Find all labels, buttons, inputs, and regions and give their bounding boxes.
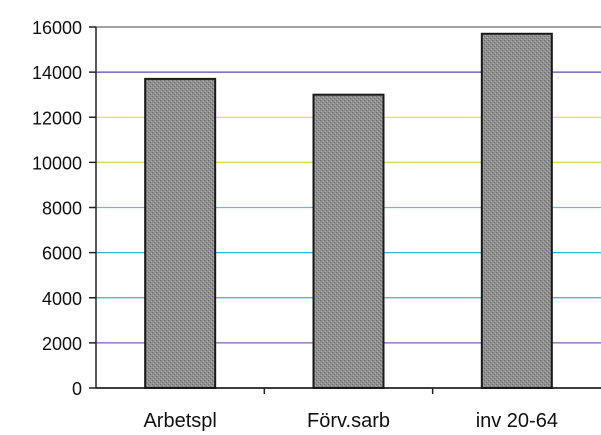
x-category-label: Arbetspl xyxy=(143,410,216,432)
bar-1 xyxy=(144,77,217,390)
bar-3 xyxy=(480,32,553,390)
y-tick-label: 2000 xyxy=(42,334,82,354)
y-tick-label: 0 xyxy=(72,379,82,399)
y-tick-label: 12000 xyxy=(32,108,82,128)
y-tick-label: 16000 xyxy=(32,18,82,38)
y-tick-label: 10000 xyxy=(32,153,82,173)
y-tick-label: 8000 xyxy=(42,199,82,219)
y-tick-label: 14000 xyxy=(32,63,82,83)
bars xyxy=(144,32,553,390)
labels: 0 2000 4000 6000 8000 10000 12000 14000 16000 Arb… xyxy=(32,18,558,432)
y-tick-label: 6000 xyxy=(42,244,82,264)
x-category-label: Förv.sarb xyxy=(307,410,390,432)
x-category-label: inv 20-64 xyxy=(476,410,558,432)
bar-2 xyxy=(312,93,385,389)
y-tick-label: 4000 xyxy=(42,289,82,309)
